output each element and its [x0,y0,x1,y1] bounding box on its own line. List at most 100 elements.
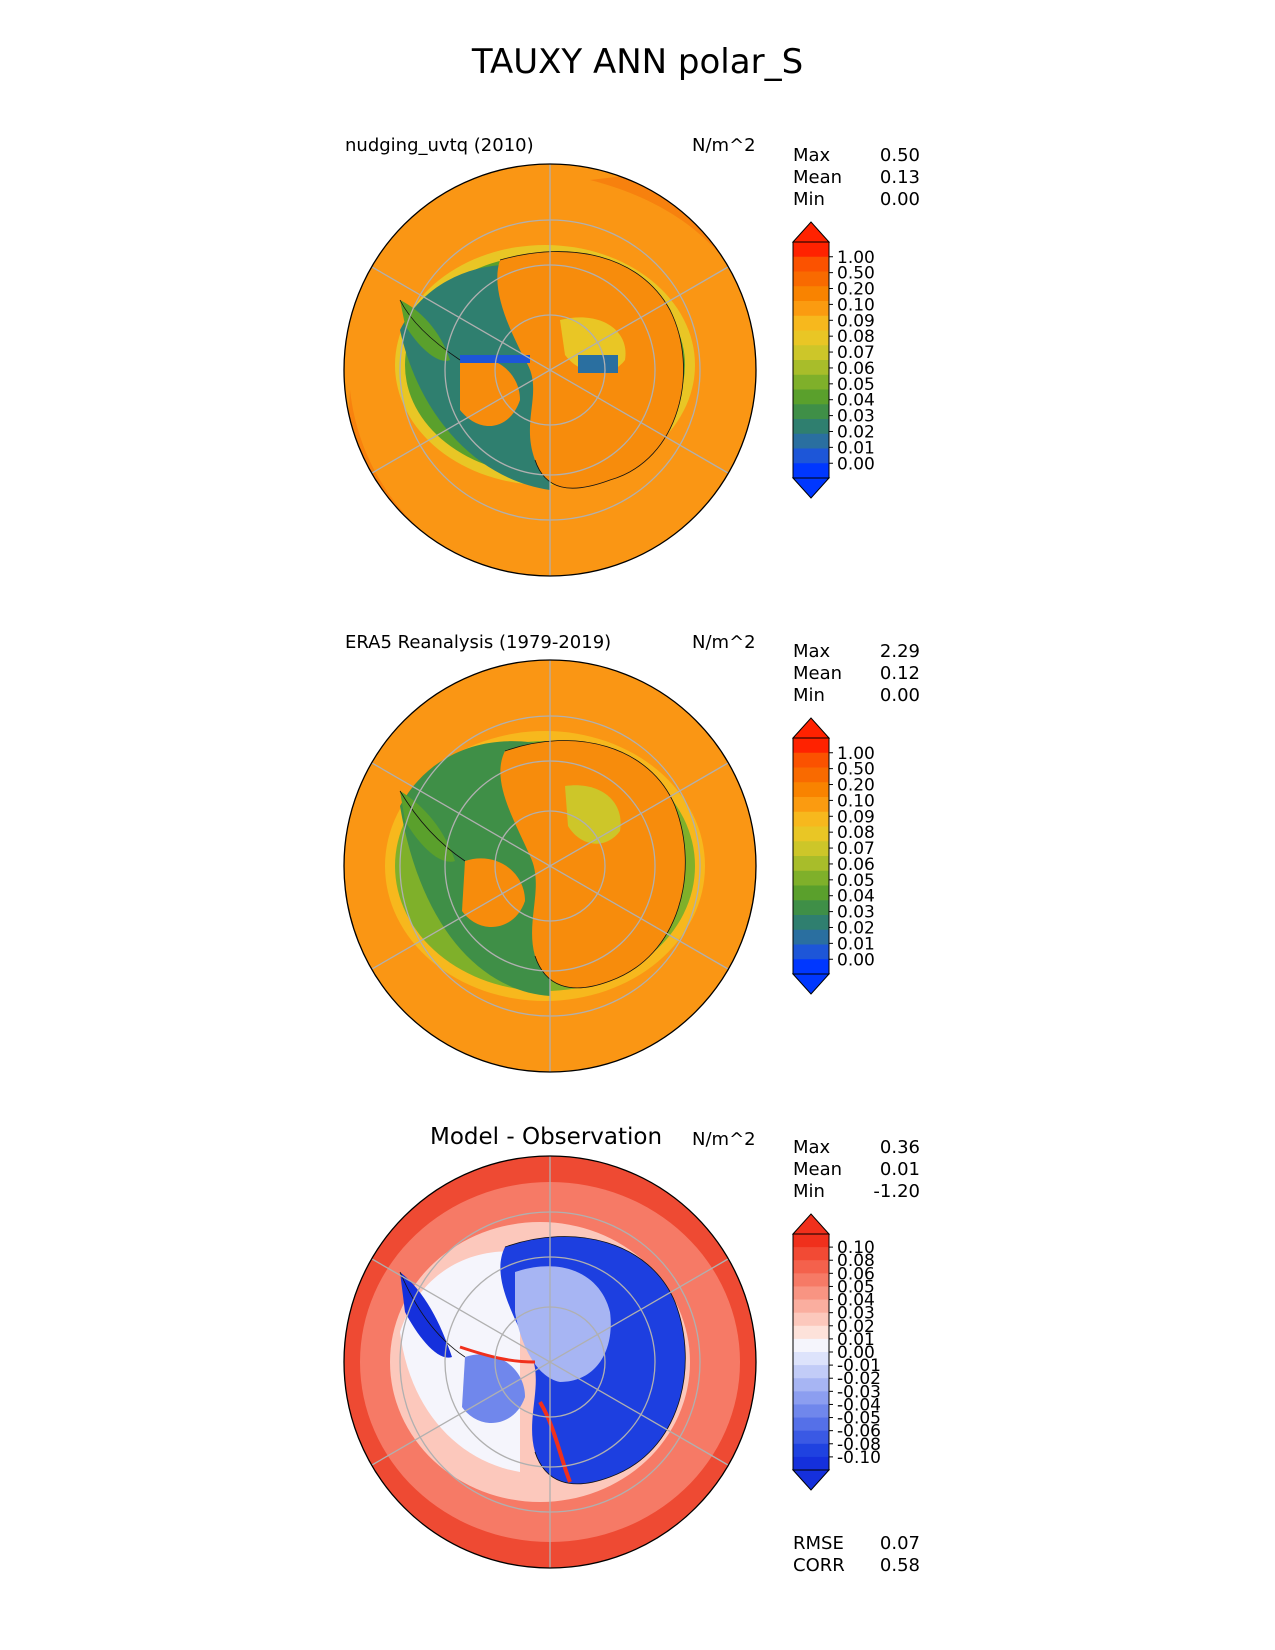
panel-2-stat-min-value: 0.00 [879,685,920,706]
panel-1-colorbar-tick-label: 0.20 [837,280,875,300]
panel-2-plateau [565,785,621,844]
panel-1-peninsula [400,300,450,361]
panel-3-colorbar-tick-label: 0.03 [837,1304,875,1324]
panel-2-colorbar-segment [793,870,829,887]
panel-1-colorbar-tick-label: 0.00 [837,454,875,474]
panel-3-colorbar-segment [793,1430,829,1445]
panel-2-stat-min-label: Min [793,685,825,706]
panel-2-colorbar-segment [793,900,829,916]
panel-1-colorbar-frame [792,241,830,479]
panel-3-units: N/m^2 [692,1129,756,1150]
panel-2-colorbar-cap-bottom [791,973,831,995]
panel-1-colorbar-tick-label: 0.07 [837,343,875,363]
panel-1-colorbar-segment [793,256,829,273]
panel-1-colorbar-segment [793,463,829,479]
panel-1-colorbar-segment [793,404,829,420]
panel-2-colorbar-segment [793,929,829,946]
panel-1-stat-min-label: Min [793,189,825,210]
panel-1-colorbar-segment [793,271,829,287]
panel-2-colorbar-segment [793,811,829,828]
panel-2-units: N/m^2 [692,632,756,653]
panel-3-colorbar-segment [793,1352,829,1366]
panel-1-colorbar-tick-label: 0.02 [837,422,875,442]
panel-3-colorbar-segment [793,1391,829,1406]
panel-3-colorbar-tick-label: -0.10 [837,1448,881,1468]
panel-3-colorbar-tick-label: -0.03 [837,1382,881,1402]
panel-2-colorbar-tick-label: 0.05 [837,871,875,891]
panel-1-colorbar-segment [793,389,829,405]
panel-3-colorbar-segment [793,1234,829,1248]
panel-3-colorbar-segment [793,1312,829,1327]
panel-2-colorbar-tick-label: 0.04 [837,887,875,907]
panel-2-colorbar-segment [793,959,829,975]
panel-3-colorbar-segment [793,1325,829,1340]
panel-1-colorbar-segment [793,330,829,346]
panel-1-colorbar-tick-label: 0.09 [837,311,875,331]
panel-3-colorbar-segment [793,1417,829,1432]
panel-1-colorbar-tick-label: 0.04 [837,391,875,411]
panel-2-colorbar-tick-label: 0.50 [837,760,875,780]
panel-3-colorbar-tick-label: 0.01 [837,1330,875,1350]
panel-2-colorbar-segment [793,752,829,769]
panel-2-colorbar-tick-label: 0.08 [837,823,875,843]
panel-3-colorbar-segment [793,1456,829,1471]
panel-1-colorbar-cap-top [791,221,831,243]
panel-2-colorbar-tick-label: 0.01 [837,934,875,954]
panel-3-stat-max-value: 0.36 [879,1137,920,1158]
panel-2-colorbar-segment [793,738,829,754]
panel-2-stat-max-value: 2.29 [879,641,920,662]
panel-2-west-antarctica [462,858,525,928]
panel-1-coastline [399,251,684,489]
panel-2-colorbar-tick-label: 0.20 [837,776,875,796]
panel-1-colorbar-segment [793,448,829,464]
panel-1-colorbar-tick-label: 0.50 [837,264,875,284]
panel-3-title: Model - Observation [430,1124,663,1150]
panel-3-colorbar-segment [793,1286,829,1301]
panel-2-stat-mean-value: 0.12 [879,663,920,684]
panel-1-title: nudging_uvtq (2010) [345,135,534,156]
panel-3-colorbar-tick-label: 0.00 [837,1343,875,1363]
panel-3-stat-mean-label: Mean [793,1159,843,1180]
panel-3-stat-max-label: Max [793,1137,831,1158]
panel-1-map-border [343,163,757,577]
panel-3-colorbar-tick-label: 0.10 [837,1238,875,1258]
panel-3-colorbar: 0.100.080.060.050.040.030.020.010.00-0.0… [791,1213,881,1491]
panel-2-colorbar-segment [793,944,829,960]
panel-1-colorbar-segment [793,242,829,258]
panel-1-colorbar-tick-label: 0.10 [837,295,875,315]
panel-2-peninsula [400,791,455,862]
panel-3-colorbar-tick-label: 0.08 [837,1251,875,1271]
panel-3-corr-label: CORR [793,1555,845,1576]
panel-3-map-border [343,1155,757,1569]
panel-2-map-border [343,659,757,1073]
panel-3-colorbar-cap-bottom [791,1469,831,1491]
panel-1-colorbar-tick-label: 1.00 [837,248,875,268]
panel-3-ronne-red-streak [459,1345,536,1364]
panel-3-rmse-label: RMSE [793,1533,844,1554]
panel-2-colorbar-tick-label: 0.07 [837,839,875,859]
panel-3-west-antarctica [462,1354,525,1424]
panel-1-units: N/m^2 [692,135,756,156]
panel-3-stat-mean-value: 0.01 [879,1159,920,1180]
panel-2-colorbar-tick-label: 0.06 [837,855,875,875]
panel-2-colorbar-tick-label: 1.00 [837,744,875,764]
panel-1-west-antarctica [460,357,520,427]
figure-title: TAUXY ANN polar_S [471,42,804,82]
panel-1-stat-max-value: 0.50 [879,145,920,166]
panel-3-colorbar-tick-label: 0.06 [837,1264,875,1284]
panel-1-colorbar-segment [793,286,829,302]
panel-1-graticule [371,164,729,576]
panel-1-stat-mean-label: Mean [793,167,843,188]
panel-3-coastline [399,1236,686,1485]
panel-3-colorbar-tick-label: -0.01 [837,1356,881,1376]
panel-1-stat-min-value: 0.00 [879,189,920,210]
panel-2-colorbar-cap-top [791,717,831,739]
panel-2-stat-max-label: Max [793,641,831,662]
panel-3-stat-min-value: -1.20 [873,1181,920,1202]
panel-2-colorbar-tick-label: 0.03 [837,903,875,923]
panel-1-blue-streak-w [460,355,530,363]
panel-1-colorbar-segment [793,360,829,376]
panel-2-east-antarctica [500,740,686,988]
panel-1-blue-streak-e [578,355,618,373]
panel-3-colorbar-tick-label: -0.02 [837,1369,881,1389]
